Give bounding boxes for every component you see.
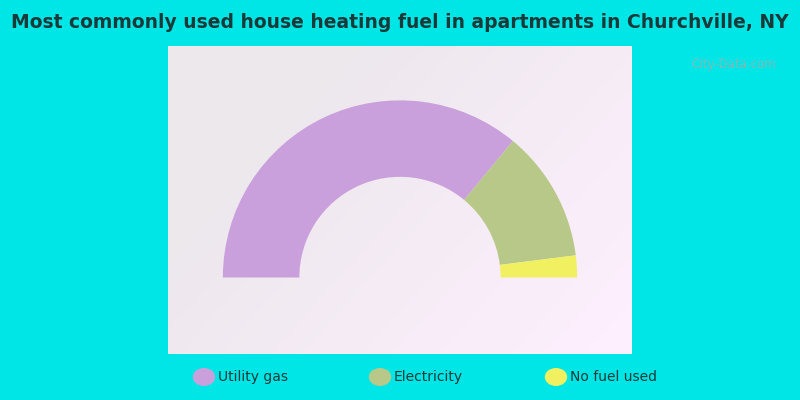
Text: Most commonly used house heating fuel in apartments in Churchville, NY: Most commonly used house heating fuel in… — [11, 14, 789, 32]
Text: Utility gas: Utility gas — [218, 370, 288, 384]
Wedge shape — [464, 141, 576, 265]
Text: Electricity: Electricity — [394, 370, 462, 384]
Text: No fuel used: No fuel used — [570, 370, 657, 384]
Wedge shape — [223, 100, 513, 278]
Text: City-Data.com: City-Data.com — [691, 58, 776, 71]
Wedge shape — [500, 255, 577, 278]
